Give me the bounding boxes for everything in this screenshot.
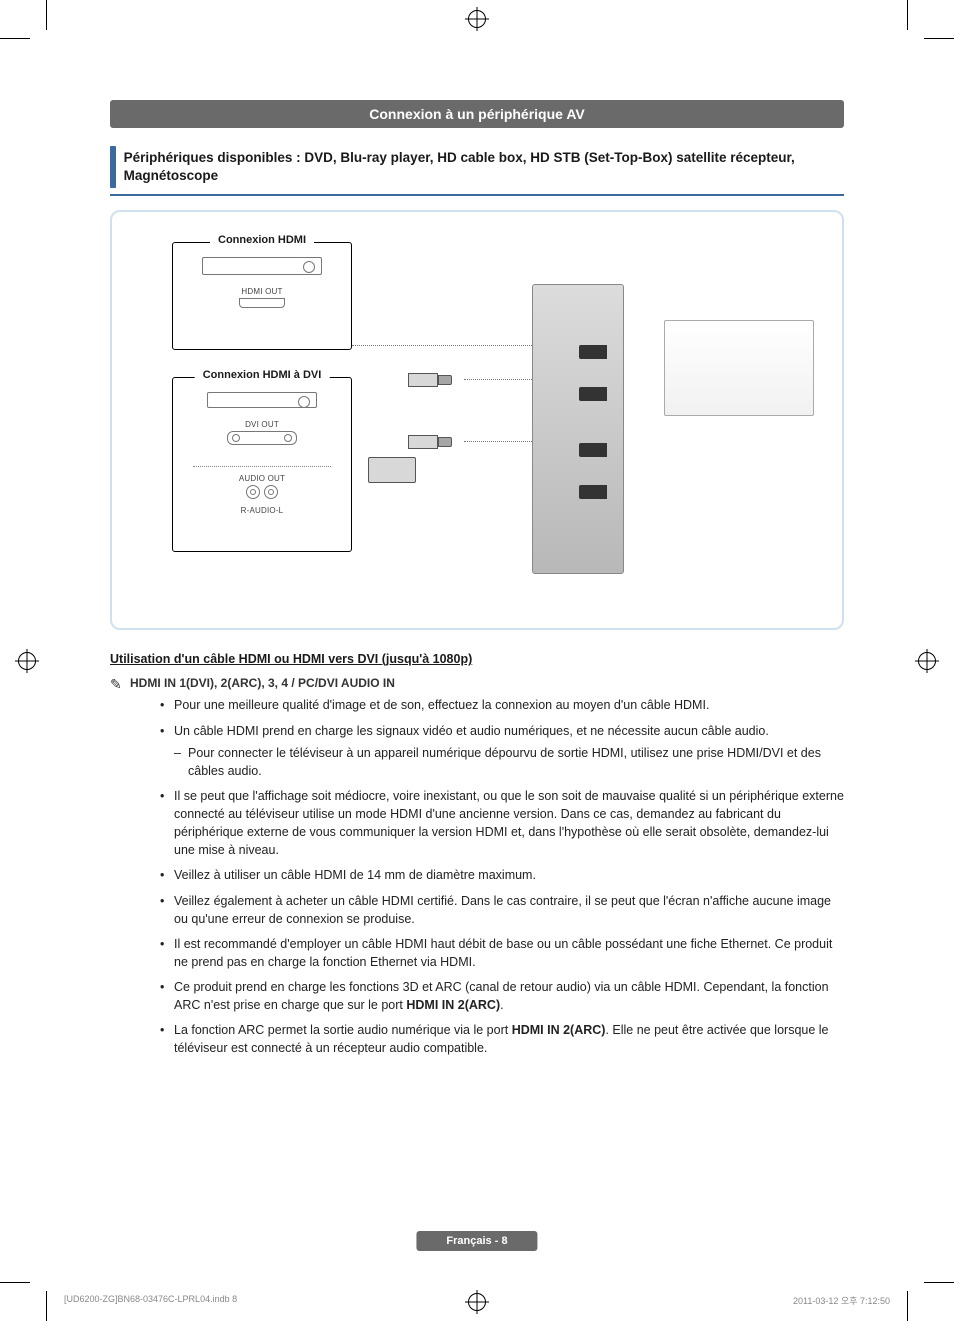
bullet-list: Pour une meilleure qualité d'image et de… bbox=[160, 696, 844, 1057]
page-number-badge: Français - 8 bbox=[416, 1231, 537, 1251]
reg-mark-icon bbox=[18, 652, 36, 670]
hdmi-in-slot-icon bbox=[579, 443, 607, 457]
hdmi-cable-icon bbox=[408, 370, 464, 390]
crop-mark bbox=[924, 1282, 954, 1283]
bullet-item: Veillez à utiliser un câble HDMI de 14 m… bbox=[160, 866, 844, 884]
bullet-item: La fonction ARC permet la sortie audio n… bbox=[160, 1021, 844, 1057]
note-heading: HDMI IN 1(DVI), 2(ARC), 3, 4 / PC/DVI AU… bbox=[130, 676, 395, 690]
dvi-port-icon bbox=[227, 431, 297, 445]
print-footer: [UD6200-ZG]BN68-03476C-LPRL04.indb 8 201… bbox=[64, 1294, 890, 1307]
sub-bullet-list: Pour connecter le téléviseur à un appare… bbox=[174, 744, 844, 780]
hdmi-port-icon bbox=[239, 298, 285, 308]
audio-out-label: AUDIO OUT bbox=[173, 474, 351, 483]
source-device-icon bbox=[202, 257, 322, 275]
hdmi-group-label: Connexion HDMI bbox=[210, 234, 314, 246]
print-timestamp: 2011-03-12 오후 7:12:50 bbox=[793, 1294, 890, 1307]
hdmi-cable-icon bbox=[408, 432, 464, 452]
crop-mark bbox=[0, 1282, 30, 1283]
dvi-out-label: DVI OUT bbox=[173, 420, 351, 429]
bullet-item: Veillez également à acheter un câble HDM… bbox=[160, 892, 844, 928]
section-header: Connexion à un périphérique AV bbox=[110, 100, 844, 128]
dvi-group-label: Connexion HDMI à DVI bbox=[195, 369, 330, 381]
cable-path bbox=[352, 345, 532, 346]
note-icon: ✎ bbox=[110, 676, 122, 693]
crop-mark bbox=[0, 38, 30, 39]
sub-bullet-item: Pour connecter le téléviseur à un appare… bbox=[174, 744, 844, 780]
bullet-item: Ce produit prend en charge les fonctions… bbox=[160, 978, 844, 1014]
reg-marks-top bbox=[0, 0, 954, 40]
bullet-item: Il est recommandé d'employer un câble HD… bbox=[160, 935, 844, 971]
subsection-title: Périphériques disponibles : DVD, Blu-ray… bbox=[124, 146, 844, 188]
cable-path bbox=[464, 441, 532, 442]
note-heading-line: ✎ HDMI IN 1(DVI), 2(ARC), 3, 4 / PC/DVI … bbox=[110, 676, 844, 690]
hdmi-in-slot-icon bbox=[579, 485, 607, 499]
dvi-cable-icon bbox=[368, 457, 416, 483]
crop-mark bbox=[46, 0, 47, 30]
hdmi-in-slot-icon bbox=[579, 345, 607, 359]
hdmi-out-label: HDMI OUT bbox=[173, 287, 351, 296]
tv-back-panel-icon bbox=[532, 284, 624, 574]
print-file-info: [UD6200-ZG]BN68-03476C-LPRL04.indb 8 bbox=[64, 1294, 237, 1307]
crop-mark bbox=[907, 0, 908, 30]
crop-mark bbox=[924, 38, 954, 39]
accent-bar bbox=[110, 146, 116, 188]
reg-mark-icon bbox=[468, 10, 486, 28]
bullet-item: Un câble HDMI prend en charge les signau… bbox=[160, 722, 844, 780]
rca-ports-icon bbox=[173, 485, 351, 504]
tv-display-icon bbox=[664, 320, 814, 416]
hdmi-connection-group: Connexion HDMI HDMI OUT bbox=[172, 242, 352, 350]
subsection-header: Périphériques disponibles : DVD, Blu-ray… bbox=[110, 146, 844, 188]
cable-path bbox=[464, 379, 532, 380]
crop-mark bbox=[46, 1291, 47, 1321]
connection-diagram: Connexion HDMI HDMI OUT Connexion HDMI à… bbox=[110, 210, 844, 630]
reg-mark-icon bbox=[918, 652, 936, 670]
accent-underline bbox=[110, 194, 844, 196]
bullet-item: Pour une meilleure qualité d'image et de… bbox=[160, 696, 844, 714]
audio-lr-label: R-AUDIO-L bbox=[173, 506, 351, 515]
crop-mark bbox=[907, 1291, 908, 1321]
usage-subtitle: Utilisation d'un câble HDMI ou HDMI vers… bbox=[110, 652, 844, 666]
hdmi-in-slot-icon bbox=[579, 387, 607, 401]
source-device-icon bbox=[207, 392, 317, 408]
dvi-connection-group: Connexion HDMI à DVI DVI OUT AUDIO OUT R… bbox=[172, 377, 352, 552]
bullet-item: Il se peut que l'affichage soit médiocre… bbox=[160, 787, 844, 860]
